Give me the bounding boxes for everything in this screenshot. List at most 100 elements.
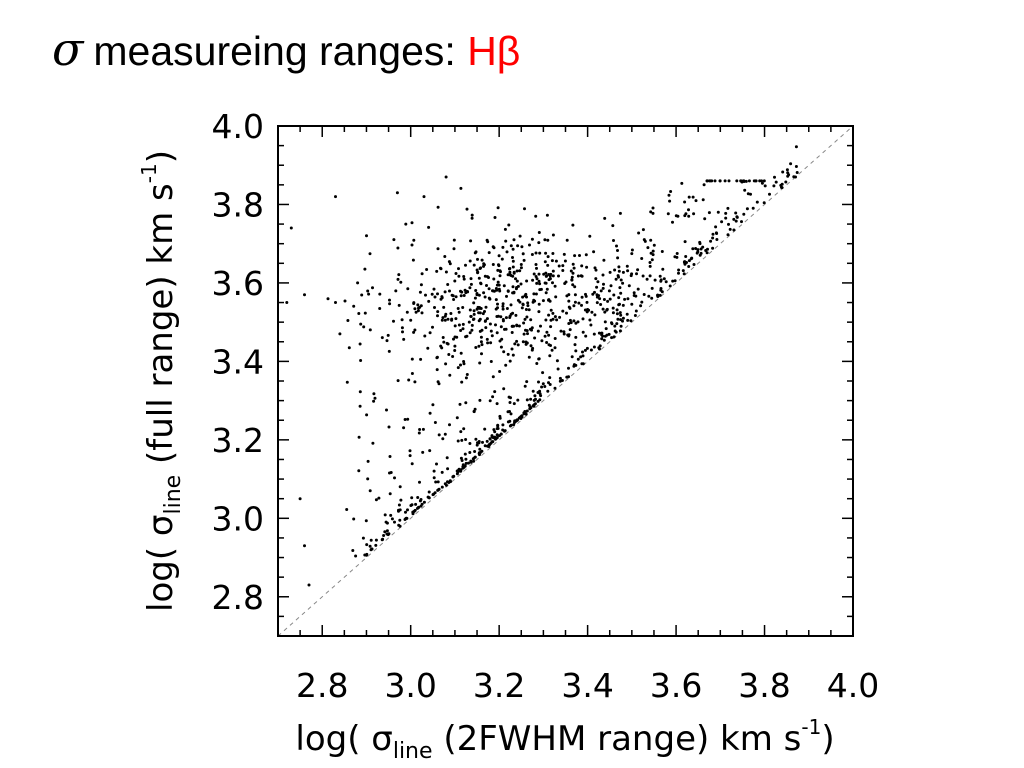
data-point (570, 275, 574, 279)
data-point (538, 389, 542, 393)
data-point (477, 344, 481, 348)
data-point (529, 344, 533, 348)
data-point (740, 180, 744, 184)
data-point (758, 179, 762, 183)
data-point (537, 310, 541, 314)
data-point (625, 312, 629, 316)
data-point (502, 284, 506, 288)
data-point (503, 429, 507, 433)
data-point (483, 444, 487, 448)
data-point (436, 292, 439, 296)
y-axis-label: log( σline (full range) km s-1) (137, 150, 186, 612)
data-point (326, 297, 330, 301)
data-point (457, 274, 461, 278)
data-point (755, 200, 759, 204)
data-point (357, 312, 361, 315)
data-point (537, 302, 541, 306)
data-point (556, 367, 560, 371)
data-point (487, 251, 491, 255)
data-point (483, 427, 487, 431)
data-point (303, 293, 306, 297)
data-point (548, 376, 552, 380)
data-point (404, 222, 408, 226)
data-point (632, 291, 636, 295)
data-point (525, 315, 529, 319)
data-point (541, 382, 545, 386)
data-point (459, 186, 463, 190)
data-point (496, 302, 499, 306)
data-point (498, 414, 502, 418)
data-point (433, 306, 436, 309)
data-point (634, 294, 638, 298)
data-point (658, 274, 662, 278)
data-point (519, 282, 523, 286)
data-point (496, 423, 500, 427)
data-point (529, 397, 533, 401)
data-point (510, 331, 514, 334)
data-point (422, 500, 426, 504)
data-point (463, 288, 467, 292)
data-point (519, 266, 523, 270)
data-point (352, 304, 356, 308)
data-point (572, 304, 576, 308)
data-point (555, 359, 559, 363)
data-point (366, 289, 370, 293)
data-point (535, 266, 538, 270)
data-point (619, 324, 623, 328)
data-point (448, 479, 452, 483)
data-point (464, 376, 468, 380)
data-point (363, 267, 367, 271)
data-point (545, 287, 549, 291)
y-tick-label: 3.0 (212, 499, 264, 538)
data-point (334, 301, 337, 304)
data-point (524, 292, 528, 296)
data-point (589, 348, 593, 352)
data-point (358, 390, 362, 394)
data-point (439, 266, 442, 270)
data-point (619, 278, 623, 282)
data-point (465, 373, 469, 376)
data-point (478, 398, 482, 402)
data-point (400, 318, 404, 322)
y-tick-label: 3.2 (212, 421, 264, 460)
data-point (716, 210, 720, 214)
data-point (562, 330, 566, 334)
data-point (515, 269, 519, 273)
data-point (410, 372, 414, 375)
data-point (494, 298, 498, 302)
data-point (554, 259, 558, 263)
data-point (706, 247, 709, 251)
data-point (551, 281, 554, 285)
data-point (495, 288, 499, 292)
data-point (396, 246, 400, 250)
data-point (602, 338, 606, 342)
data-point (546, 238, 550, 242)
data-point (356, 281, 360, 285)
data-point (713, 179, 717, 183)
data-point (525, 295, 528, 299)
data-point (653, 278, 657, 282)
data-point (585, 265, 589, 269)
data-point (660, 250, 664, 253)
data-point (496, 206, 500, 210)
data-point (515, 418, 519, 422)
data-point (585, 300, 589, 304)
data-point (493, 216, 497, 219)
data-point (602, 298, 606, 301)
data-point (711, 246, 715, 250)
data-point (430, 292, 434, 296)
data-point (580, 295, 584, 299)
data-point (477, 451, 481, 455)
data-point (593, 266, 597, 270)
data-point (496, 268, 500, 272)
data-point (381, 537, 385, 541)
data-point (475, 307, 479, 311)
data-point (392, 319, 395, 323)
data-point (432, 469, 436, 473)
data-point (630, 252, 634, 256)
data-point (485, 337, 489, 341)
data-point (541, 299, 545, 303)
data-point (544, 271, 548, 275)
data-point (659, 288, 663, 292)
data-point (473, 455, 477, 459)
